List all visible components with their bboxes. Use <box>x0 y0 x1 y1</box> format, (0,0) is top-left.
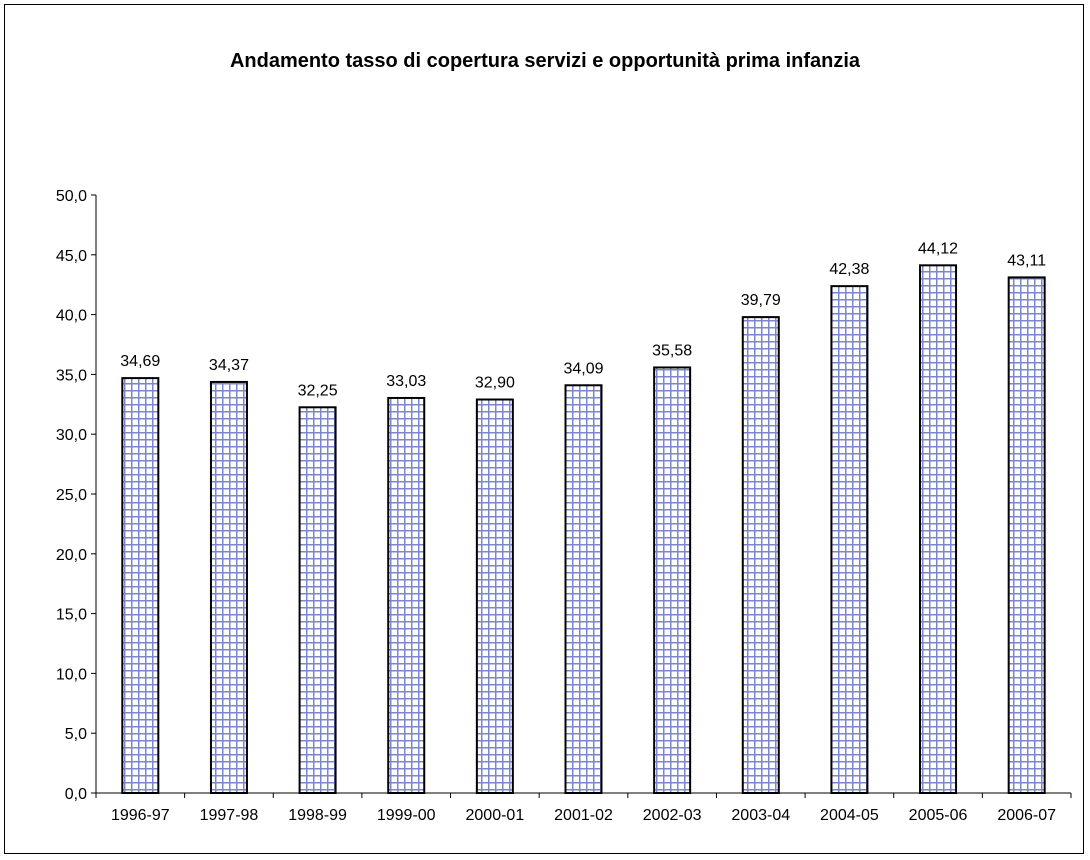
bar-value-label: 34,09 <box>563 360 603 377</box>
x-tick-label: 2001-02 <box>554 807 613 824</box>
y-tick-label: 5,0 <box>65 726 87 743</box>
bar-value-label: 32,90 <box>475 375 515 392</box>
bar-value-label: 34,69 <box>120 353 160 370</box>
bar-value-label: 44,12 <box>918 240 958 257</box>
bar <box>209 380 248 794</box>
bar-value-label: 35,58 <box>652 342 692 359</box>
x-tick-label: 2002-03 <box>643 807 702 824</box>
x-tick-label: 1998-99 <box>288 807 347 824</box>
y-tick-label: 50,0 <box>56 188 87 205</box>
bar <box>919 264 958 794</box>
y-tick-label: 25,0 <box>56 487 87 504</box>
bar <box>1007 276 1046 794</box>
plot-area: 0,0 5,0 10,0 15,0 20,0 25,0 30,0 35,0 40,0 45,0 50… <box>56 188 1072 824</box>
y-tick-label: 20,0 <box>56 547 87 564</box>
bar <box>298 406 337 794</box>
x-tick-label: 1999-00 <box>377 807 436 824</box>
x-tick-label: 2003-04 <box>731 807 790 824</box>
bar-value-label: 32,25 <box>298 382 338 399</box>
bar-value-label: 42,38 <box>829 261 869 278</box>
y-tick-label: 15,0 <box>56 607 87 624</box>
x-tick-label: 1997-98 <box>200 807 259 824</box>
y-tick-label: 40,0 <box>56 308 87 325</box>
y-tick-label: 30,0 <box>56 427 87 444</box>
bar <box>830 285 869 794</box>
x-tick-label: 2006-07 <box>997 807 1056 824</box>
chart-title: Andamento tasso di copertura servizi e o… <box>229 50 861 72</box>
x-tick-label: 2004-05 <box>820 807 879 824</box>
bar <box>564 384 603 794</box>
bar-value-label: 39,79 <box>741 292 781 309</box>
y-tick-label: 10,0 <box>56 666 87 683</box>
x-tick-label: 2000-01 <box>466 807 525 824</box>
x-tick-label: 2005-06 <box>909 807 968 824</box>
bar-value-label: 33,03 <box>386 373 426 390</box>
bar-value-label: 43,11 <box>1007 252 1046 269</box>
y-tick-label: 0,0 <box>65 786 87 803</box>
bar <box>121 377 160 794</box>
bar <box>741 316 780 794</box>
chart-frame: Andamento tasso di copertura servizi e o… <box>4 4 1084 854</box>
y-tick-label: 45,0 <box>56 248 87 265</box>
bar-value-label: 34,37 <box>209 357 249 374</box>
bar <box>475 398 514 794</box>
bar <box>653 366 692 794</box>
x-tick-label: 1996-97 <box>111 807 170 824</box>
bar <box>387 396 426 794</box>
y-tick-label: 35,0 <box>56 367 87 384</box>
